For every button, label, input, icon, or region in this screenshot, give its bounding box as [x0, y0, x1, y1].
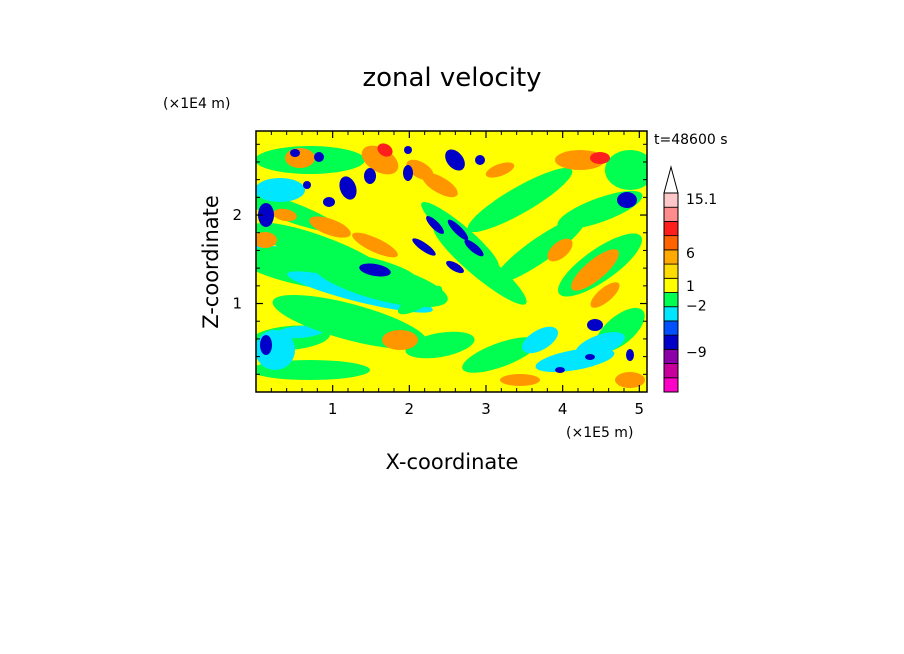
colorbar-segment	[663, 306, 679, 322]
field-blob	[426, 216, 444, 234]
x-tick-label: 2	[405, 400, 415, 418]
field-blob	[475, 155, 485, 165]
x-axis: 1 2 3 4 5	[270, 131, 645, 418]
field-blob	[290, 149, 300, 157]
colorbar-segment	[663, 235, 679, 251]
field-blob	[377, 143, 393, 157]
field-blob	[412, 238, 436, 256]
colorbar-label: 6	[686, 246, 695, 262]
field-blob	[615, 372, 645, 388]
field-blob	[467, 167, 573, 233]
colorbar-segment	[663, 363, 679, 379]
field-blob	[571, 249, 619, 291]
colorbar-segment	[663, 263, 679, 279]
colorbar-label: −2	[686, 299, 707, 315]
field-blob	[500, 374, 540, 386]
colorbar-frame	[663, 192, 679, 393]
field-blob	[446, 260, 464, 274]
field-blob	[323, 197, 335, 207]
field-blob	[314, 152, 324, 162]
colorbar-segment	[663, 292, 679, 308]
field-blob	[555, 367, 565, 373]
field-blob	[260, 335, 272, 355]
field-blob	[403, 165, 413, 181]
y-tick-label: 1	[232, 295, 242, 313]
x-tick-label: 4	[558, 400, 568, 418]
colorbar-max-triangle	[663, 165, 679, 194]
colorbar-segment	[663, 348, 679, 364]
field-blob	[547, 238, 573, 262]
colorbar-segment	[663, 192, 679, 208]
colorbar-label: 15.1	[686, 192, 717, 208]
field-blob	[303, 181, 311, 189]
field-blob	[405, 331, 475, 359]
field-blob	[590, 282, 620, 308]
colorbar-segment	[663, 377, 679, 393]
field-blob	[433, 225, 527, 305]
field-blob	[256, 222, 386, 278]
field-blob	[626, 349, 634, 361]
field-blob	[382, 330, 418, 350]
field-blob	[352, 232, 398, 258]
field-blob	[422, 172, 458, 198]
field-blob	[404, 146, 412, 154]
field-blob	[485, 162, 515, 178]
contour-field	[256, 131, 647, 392]
y-unit-label: (×1E4 m)	[163, 96, 230, 112]
field-blob	[256, 178, 305, 202]
colorbar-segment	[663, 277, 679, 293]
field-blob	[462, 337, 538, 373]
colorbar-label: −9	[686, 345, 707, 361]
field-blob	[273, 208, 297, 222]
field-blob	[521, 326, 559, 354]
field-blob	[587, 319, 603, 331]
field-blob	[285, 148, 315, 168]
plot-frame	[255, 130, 648, 393]
field-blob	[617, 192, 637, 208]
field-blob	[585, 354, 595, 360]
field-blob	[339, 176, 357, 200]
field-blob	[309, 216, 351, 238]
x-tick-label: 3	[481, 400, 491, 418]
y-tick-label: 2	[232, 206, 242, 224]
colorbar-segment	[663, 206, 679, 222]
field-blob	[590, 152, 610, 164]
x-unit-label: (×1E5 m)	[566, 425, 633, 441]
x-tick-label: 1	[328, 400, 338, 418]
field-blob	[464, 239, 484, 257]
field-blob	[397, 285, 443, 315]
field-blob	[535, 347, 615, 373]
y-axis: 12	[232, 143, 647, 375]
field-blob	[364, 168, 376, 184]
chart-title: zonal velocity	[362, 63, 541, 93]
colorbar-segment	[663, 334, 679, 350]
colorbar: 15.1 6 1 −2 −9	[663, 165, 717, 393]
field-blob	[447, 219, 469, 241]
colorbar-segment	[663, 249, 679, 265]
colorbar-segment	[663, 320, 679, 336]
field-blob	[605, 150, 647, 190]
field-blob	[256, 232, 277, 248]
time-label: t=48600 s	[654, 132, 728, 148]
field-blob	[359, 263, 391, 277]
field-blob	[494, 216, 586, 284]
field-blob	[445, 149, 465, 171]
colorbar-label: 1	[686, 279, 695, 295]
y-axis-label: Z-coordinate	[199, 195, 223, 329]
x-tick-label: 5	[635, 400, 645, 418]
field-blob	[258, 203, 274, 227]
colorbar-segment	[663, 221, 679, 237]
x-axis-label: X-coordinate	[386, 450, 519, 474]
